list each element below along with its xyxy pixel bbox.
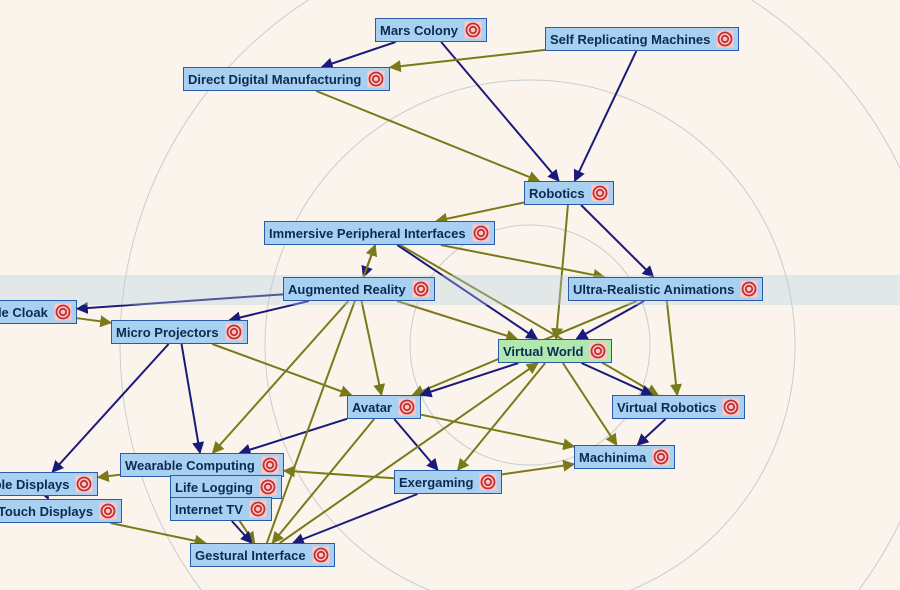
node-label: Direct Digital Manufacturing bbox=[188, 72, 363, 87]
target-icon[interactable] bbox=[75, 475, 93, 493]
edge-itv-gest bbox=[232, 521, 252, 543]
node-selfrep[interactable]: Self Replicating Machines bbox=[545, 27, 739, 51]
target-icon[interactable] bbox=[225, 323, 243, 341]
node-label: Exergaming bbox=[399, 475, 475, 490]
edge-ipi-ar bbox=[363, 245, 375, 277]
node-vw[interactable]: Virtual World bbox=[498, 339, 612, 363]
node-cloak[interactable]: ble Cloak bbox=[0, 300, 77, 324]
node-ipi[interactable]: Immersive Peripheral Interfaces bbox=[264, 221, 495, 245]
node-vrobot[interactable]: Virtual Robotics bbox=[612, 395, 745, 419]
target-icon[interactable] bbox=[652, 448, 670, 466]
target-icon[interactable] bbox=[589, 342, 607, 360]
edge-ar-cloak bbox=[77, 294, 283, 308]
target-icon[interactable] bbox=[722, 398, 740, 416]
node-label: ible Displays bbox=[0, 477, 71, 492]
node-mars[interactable]: Mars Colony bbox=[375, 18, 487, 42]
edge-exer-wear bbox=[284, 471, 394, 479]
edge-mars-robotics bbox=[441, 42, 559, 181]
node-flex[interactable]: ible Displays bbox=[0, 472, 98, 496]
edge-robotics-vw bbox=[556, 205, 568, 339]
edge-gest-vw bbox=[280, 363, 538, 543]
edge-vw-vrobot bbox=[581, 363, 652, 395]
edge-selfrep-robotics bbox=[575, 51, 637, 181]
node-label: Mars Colony bbox=[380, 23, 460, 38]
edge-avatar-mach bbox=[421, 415, 574, 447]
edge-robotics-ipi bbox=[436, 202, 524, 221]
node-label: Immersive Peripheral Interfaces bbox=[269, 226, 468, 241]
edge-vw-avatar bbox=[421, 363, 519, 395]
edge-avatar-wear bbox=[240, 419, 347, 453]
node-label: ble Cloak bbox=[0, 305, 50, 320]
edge-wear-flex bbox=[98, 475, 120, 478]
target-icon[interactable] bbox=[259, 478, 277, 496]
node-label: Micro Projectors bbox=[116, 325, 221, 340]
edge-vrobot-mach bbox=[637, 419, 665, 445]
node-exer[interactable]: Exergaming bbox=[394, 470, 502, 494]
edge-ddm-robotics bbox=[316, 91, 539, 181]
highlight-band bbox=[0, 275, 900, 305]
node-label: Machinima bbox=[579, 450, 648, 465]
node-label: Internet TV bbox=[175, 502, 245, 517]
edge-ura-vw bbox=[576, 301, 644, 339]
node-avatar[interactable]: Avatar bbox=[347, 395, 421, 419]
edge-micro-wear bbox=[182, 344, 200, 453]
edge-ar-vw bbox=[397, 301, 517, 339]
node-label: Ultra-Realistic Animations bbox=[573, 282, 736, 297]
target-icon[interactable] bbox=[412, 280, 430, 298]
edge-ar-avatar bbox=[362, 301, 382, 395]
edge-micro-avatar bbox=[212, 344, 351, 395]
target-icon[interactable] bbox=[398, 398, 416, 416]
node-label: Robotics bbox=[529, 186, 587, 201]
node-label: Virtual World bbox=[503, 344, 585, 359]
node-wear[interactable]: Wearable Computing bbox=[120, 453, 284, 477]
node-micro[interactable]: Micro Projectors bbox=[111, 320, 248, 344]
edge-mars-ddm bbox=[322, 42, 396, 67]
edge-ura-vrobot bbox=[667, 301, 677, 395]
edge-ipi-ura bbox=[441, 245, 604, 277]
node-label: Wearable Computing bbox=[125, 458, 257, 473]
edge-avatar-gest bbox=[272, 419, 374, 543]
node-label: Self Replicating Machines bbox=[550, 32, 712, 47]
edge-robotics-ura bbox=[581, 205, 653, 277]
target-icon[interactable] bbox=[740, 280, 758, 298]
node-label: Augmented Reality bbox=[288, 282, 408, 297]
target-icon[interactable] bbox=[54, 303, 72, 321]
node-ddm[interactable]: Direct Digital Manufacturing bbox=[183, 67, 390, 91]
target-icon[interactable] bbox=[464, 21, 482, 39]
edge-exer-mach bbox=[502, 464, 574, 474]
target-icon[interactable] bbox=[261, 456, 279, 474]
node-label: i-Touch Displays bbox=[0, 504, 95, 519]
edge-avatar-exer bbox=[394, 419, 438, 470]
edge-layer bbox=[0, 0, 900, 590]
node-gest[interactable]: Gestural Interface bbox=[190, 543, 335, 567]
node-label: Life Logging bbox=[175, 480, 255, 495]
target-icon[interactable] bbox=[99, 502, 117, 520]
node-label: Gestural Interface bbox=[195, 548, 308, 563]
edge-selfrep-ddm bbox=[390, 50, 545, 67]
node-robotics[interactable]: Robotics bbox=[524, 181, 614, 205]
target-icon[interactable] bbox=[591, 184, 609, 202]
edge-vw-exer bbox=[458, 363, 545, 470]
node-label: Avatar bbox=[352, 400, 394, 415]
edge-vw-mach bbox=[563, 363, 617, 445]
target-icon[interactable] bbox=[472, 224, 490, 242]
target-icon[interactable] bbox=[716, 30, 734, 48]
node-ura[interactable]: Ultra-Realistic Animations bbox=[568, 277, 763, 301]
target-icon[interactable] bbox=[367, 70, 385, 88]
edge-ipi-vrobot bbox=[400, 245, 658, 395]
node-mach[interactable]: Machinima bbox=[574, 445, 675, 469]
node-itv[interactable]: Internet TV bbox=[170, 497, 272, 521]
target-icon[interactable] bbox=[479, 473, 497, 491]
edge-multi-gest bbox=[111, 523, 206, 543]
network-canvas: Mars Colony Self Replicating Machines Dire… bbox=[0, 0, 900, 590]
edge-ar-micro bbox=[230, 301, 309, 320]
node-label: Virtual Robotics bbox=[617, 400, 718, 415]
node-ar[interactable]: Augmented Reality bbox=[283, 277, 435, 301]
target-icon[interactable] bbox=[249, 500, 267, 518]
edge-exer-gest bbox=[293, 494, 418, 543]
target-icon[interactable] bbox=[312, 546, 330, 564]
edge-cloak-micro bbox=[77, 318, 111, 323]
node-multi[interactable]: i-Touch Displays bbox=[0, 499, 122, 523]
node-life[interactable]: Life Logging bbox=[170, 475, 282, 499]
